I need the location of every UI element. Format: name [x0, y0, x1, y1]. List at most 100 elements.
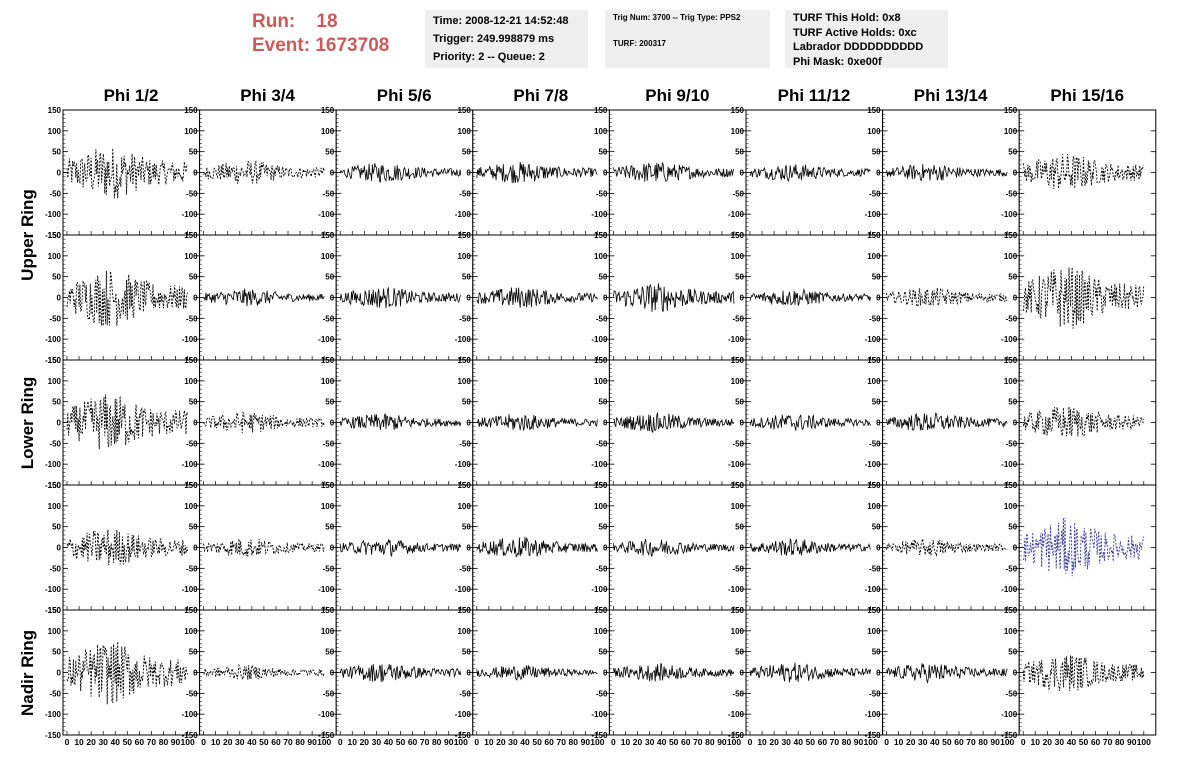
y-tick-label: 50 [52, 648, 61, 657]
x-tick-label: 50 [532, 737, 542, 747]
y-tick-label: 0 [466, 294, 471, 303]
panel-frame [1018, 359, 1157, 486]
x-tick-label: 80 [295, 737, 305, 747]
y-tick-label: 100 [731, 502, 745, 511]
waveform-line [66, 529, 189, 566]
y-tick-label: 50 [872, 398, 881, 407]
y-tick-label: -100 [182, 585, 199, 594]
time-info-box: Time: 2008-12-21 14:52:48 Trigger: 249.9… [425, 10, 588, 68]
x-tick-label: 80 [1115, 737, 1125, 747]
y-tick-label: -50 [869, 564, 881, 573]
y-tick-label: -100 [45, 335, 62, 344]
trig-num-text: Trig Num: 3700 -- Trig Type: PPS2 [613, 13, 741, 22]
y-tick-label: -100 [865, 335, 882, 344]
y-tick-label: 150 [48, 231, 62, 240]
x-tick-label: 30 [372, 737, 382, 747]
y-tick-label: 0 [193, 294, 198, 303]
waveform-line [203, 288, 325, 307]
y-tick-label: -100 [865, 710, 882, 719]
y-tick-label: 150 [457, 231, 471, 240]
x-tick-label: 40 [657, 737, 667, 747]
x-tick-label: 40 [930, 737, 940, 747]
x-tick-label: 60 [1091, 737, 1101, 747]
y-tick-label: -50 [596, 689, 608, 698]
waveform-line [476, 665, 598, 681]
y-tick-label: 50 [598, 523, 607, 532]
y-tick-label: 100 [184, 502, 198, 511]
x-tick-label: 50 [806, 737, 816, 747]
y-tick-label: 50 [735, 648, 744, 657]
y-tick-label: 0 [876, 169, 881, 178]
y-tick-label: 0 [876, 544, 881, 553]
waveform-line [749, 287, 871, 306]
y-tick-label: -100 [182, 710, 199, 719]
y-tick-label: -100 [182, 335, 199, 344]
y-tick-label: 100 [731, 627, 745, 636]
y-tick-label: 0 [57, 544, 62, 553]
x-tick-label: 20 [633, 737, 643, 747]
y-tick-label: -50 [596, 439, 608, 448]
y-tick-label: -50 [323, 439, 335, 448]
y-tick-label: 0 [466, 169, 471, 178]
panel-frame [62, 109, 201, 236]
y-tick-label: 100 [867, 127, 881, 136]
y-tick-label: -50 [869, 439, 881, 448]
y-tick-label: -100 [591, 210, 608, 219]
column-title: Phi 5/6 [376, 86, 432, 105]
waveform-line [749, 164, 871, 182]
panel-frame [199, 109, 337, 236]
y-tick-label: 0 [603, 419, 608, 428]
run-value: 18 [316, 11, 338, 32]
x-tick-label: 40 [247, 737, 257, 747]
y-tick-label: 50 [1008, 148, 1017, 157]
y-tick-label: 100 [321, 502, 335, 511]
x-tick-label: 60 [271, 737, 281, 747]
y-tick-label: -50 [1006, 314, 1018, 323]
x-tick-label: 80 [569, 737, 579, 747]
y-tick-label: 50 [189, 273, 198, 282]
y-tick-label: 100 [594, 627, 608, 636]
y-tick-label: -100 [455, 210, 472, 219]
y-tick-label: -100 [1001, 210, 1018, 219]
x-tick-label: 10 [1031, 737, 1041, 747]
event-value: 1673708 [315, 35, 390, 56]
y-tick-label: 50 [735, 398, 744, 407]
y-tick-label: -50 [323, 564, 335, 573]
y-tick-label: -50 [323, 189, 335, 198]
waveform-line [1022, 154, 1145, 190]
x-tick-label: 50 [1079, 737, 1089, 747]
y-tick-label: -100 [865, 460, 882, 469]
y-tick-label: 150 [321, 356, 335, 365]
y-tick-label: 150 [594, 481, 608, 490]
y-tick-label: 100 [48, 127, 62, 136]
waveform-line [886, 287, 1008, 308]
y-tick-label: 100 [731, 377, 745, 386]
y-tick-label: -100 [1001, 710, 1018, 719]
waveform-line [613, 412, 735, 434]
waveform-line [476, 287, 598, 308]
x-tick-label: 70 [966, 737, 976, 747]
y-tick-label: -50 [596, 314, 608, 323]
x-tick-label: 10 [894, 737, 904, 747]
y-tick-label: 150 [731, 231, 745, 240]
column-title: Phi 1/2 [103, 86, 159, 105]
waveform-line [1022, 655, 1145, 692]
y-tick-label: 150 [867, 356, 881, 365]
x-tick-label: 90 [581, 737, 591, 747]
waveform-line [339, 663, 462, 683]
y-tick-label: -100 [591, 710, 608, 719]
y-tick-label: 100 [184, 627, 198, 636]
y-tick-label: -100 [865, 210, 882, 219]
panel-frame [62, 484, 201, 611]
y-tick-label: -100 [728, 335, 745, 344]
x-tick-label: 70 [1103, 737, 1113, 747]
panel-frame [62, 609, 201, 736]
y-tick-label: -100 [1001, 460, 1018, 469]
y-tick-label: -150 [45, 356, 62, 365]
y-tick-label: -100 [1001, 585, 1018, 594]
x-tick-label: 10 [484, 737, 494, 747]
x-tick-label: 20 [496, 737, 506, 747]
